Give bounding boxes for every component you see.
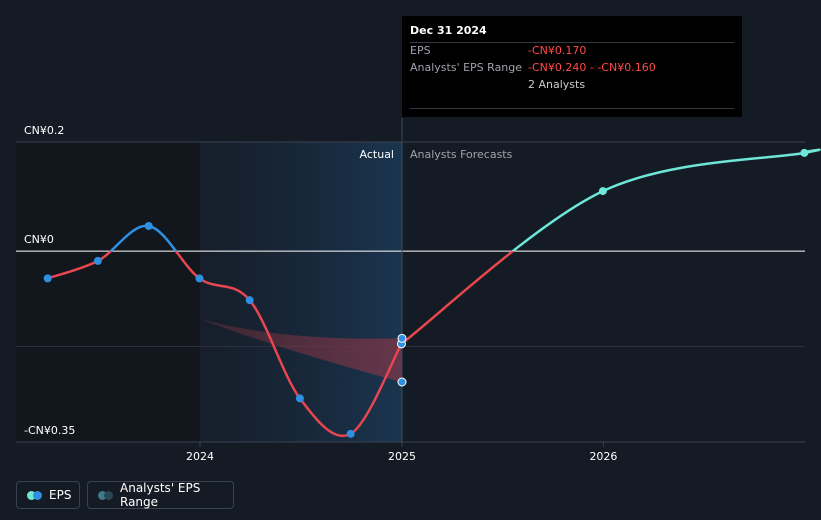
eps-actual-point-2 (144, 222, 153, 230)
eps-actual-point-4 (245, 296, 254, 305)
eps-actual-point-0 (43, 274, 52, 283)
legend-eps-label: EPS (49, 488, 72, 502)
legend-eps-range[interactable]: Analysts' EPS Range (87, 481, 234, 509)
range-area (47, 278, 402, 382)
legend-range-dot-1 (98, 490, 107, 500)
range-high-point (397, 333, 407, 343)
actual-section-label: Actual (360, 148, 394, 161)
eps-forecast-line-negative (400, 251, 515, 345)
eps-actual-point-3 (195, 274, 204, 283)
eps-actual-point-1 (93, 256, 102, 265)
tooltip-range-value: -CN¥0.240 - -CN¥0.160 (528, 61, 656, 74)
legend-eps[interactable]: EPS (16, 481, 80, 509)
eps-forecast-point-1 (800, 148, 809, 157)
axis-labels: CN¥0.2 CN¥0 -CN¥0.35 2024 2025 2026 (24, 124, 617, 463)
x-tick-label-2: 2026 (589, 450, 617, 463)
tooltip-eps-value: -CN¥0.170 (528, 44, 587, 57)
tooltip-row-analysts: 2 Analysts (410, 77, 734, 94)
legend-eps-dot-1 (27, 490, 36, 500)
highlight-band (200, 142, 402, 442)
eps-actual-point-6 (346, 429, 355, 438)
legend-range-swatch (98, 490, 113, 500)
x-tick-label-0: 2024 (186, 450, 214, 463)
tooltip-date: Dec 31 2024 (410, 24, 487, 37)
legend-range-label: Analysts' EPS Range (120, 481, 201, 509)
legend-eps-dot-2 (33, 490, 42, 500)
tooltip-analysts-value: 2 Analysts (528, 78, 586, 91)
y-tick-label-0: CN¥0.2 (24, 124, 64, 137)
eps-forecast-point-0 (598, 187, 607, 196)
eps-actual-point-5 (295, 394, 304, 403)
y-tick-label-2: -CN¥0.35 (24, 424, 75, 437)
eps-actual-line-positive (108, 224, 178, 252)
range-band (47, 278, 402, 382)
range-low-point (397, 377, 407, 387)
tooltip-divider (410, 108, 734, 109)
x-tick-label-1: 2025 (388, 450, 416, 463)
tooltip-row-eps: EPS -CN¥0.170 (410, 42, 734, 60)
legend-range-dot-2 (104, 490, 113, 500)
forecast-section-label: Analysts Forecasts (410, 148, 513, 161)
tooltip-eps-label: EPS (410, 44, 431, 57)
tooltip: Dec 31 2024 EPS -CN¥0.170 Analysts' EPS … (402, 16, 742, 117)
grid (16, 118, 805, 447)
y-tick-label-1: CN¥0 (24, 233, 54, 246)
series-points (43, 148, 809, 438)
legend-eps-swatch (27, 490, 42, 500)
tooltip-range-label: Analysts' EPS Range (410, 61, 523, 74)
tooltip-analysts-label (410, 77, 528, 94)
past-shade (16, 142, 200, 442)
eps-forecast-line-positive (510, 148, 821, 252)
tooltip-row-range: Analysts' EPS Range -CN¥0.240 - -CN¥0.16… (410, 60, 734, 77)
